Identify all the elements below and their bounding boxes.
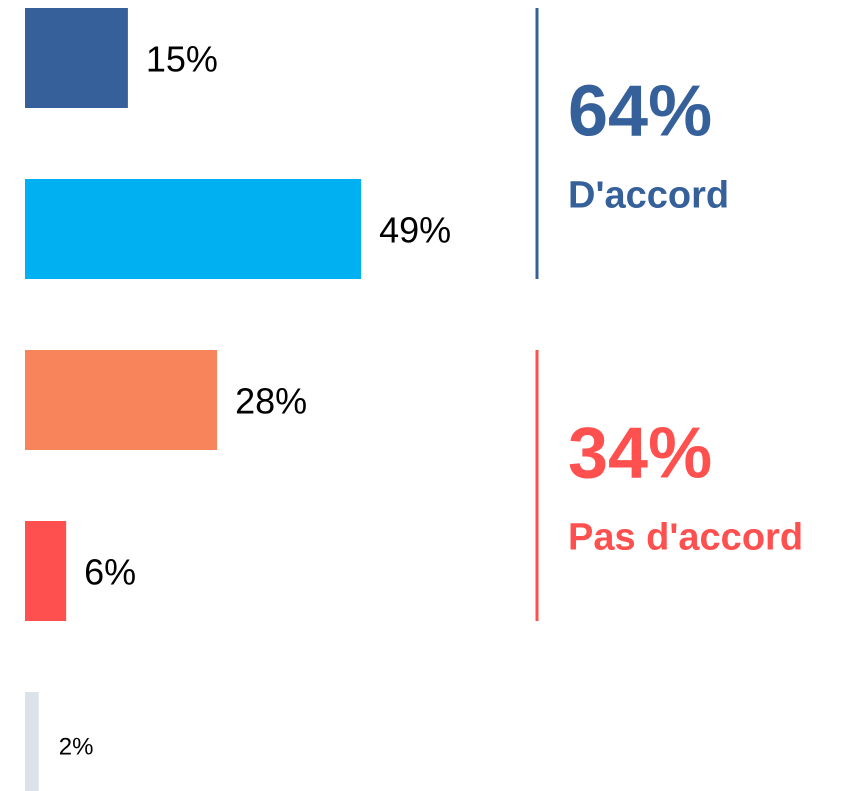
- bar: [25, 692, 39, 791]
- group-name: D'accord: [568, 175, 729, 217]
- value-label: 15%: [146, 39, 218, 80]
- bar: [25, 8, 128, 108]
- group-total: 64%: [568, 72, 712, 152]
- value-label: 49%: [379, 210, 451, 251]
- bar: [25, 350, 218, 450]
- value-label: 2%: [59, 733, 94, 760]
- group-name: Pas d'accord: [568, 517, 803, 559]
- bar: [25, 179, 362, 279]
- bar: [25, 521, 67, 621]
- value-label: 6%: [84, 552, 136, 593]
- group-total: 34%: [568, 414, 712, 494]
- value-label: 28%: [235, 381, 307, 422]
